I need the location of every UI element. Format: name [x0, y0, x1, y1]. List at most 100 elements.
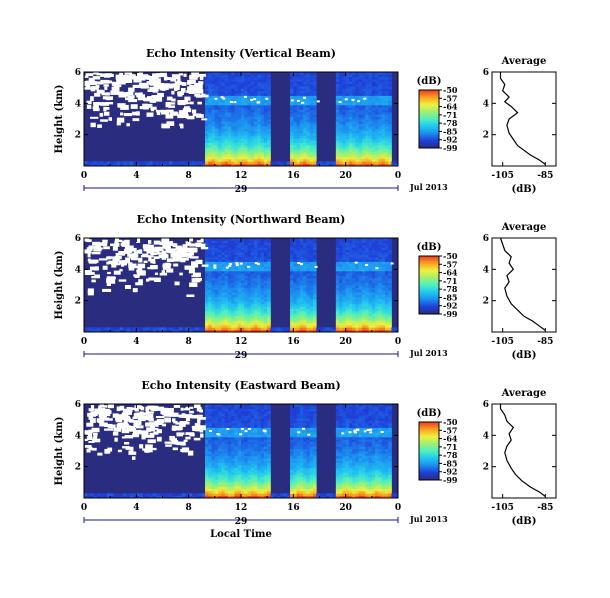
heatmap-cell [378, 133, 383, 136]
heatmap-cell [263, 158, 268, 162]
heatmap-cell [234, 74, 239, 78]
missing-data-patch [108, 260, 113, 264]
heatmap-cell [241, 116, 245, 120]
heatmap-cell [306, 247, 311, 251]
heatmap-cell [231, 432, 235, 435]
heatmap-cell [296, 137, 301, 141]
heatmap-cell [365, 90, 369, 94]
heatmap-cell [208, 324, 212, 328]
heatmap-cell [241, 292, 245, 295]
heatmap-cell [267, 266, 271, 269]
heatmap-cell [267, 327, 271, 331]
heatmap-cell [303, 104, 307, 108]
heatmap-cell [159, 329, 163, 333]
heatmap-cell [335, 123, 340, 127]
heatmap-cell [283, 161, 288, 165]
missing-data-patch [87, 252, 91, 258]
heatmap-cell [388, 95, 392, 99]
heatmap-cell [231, 303, 235, 307]
heatmap-cell [381, 329, 386, 333]
heatmap-cell [378, 74, 383, 78]
heatmap-cell [244, 114, 248, 118]
heatmap-cell [358, 273, 363, 276]
heatmap-cell [260, 275, 265, 279]
heatmap-cell [283, 329, 288, 333]
heatmap-cell [224, 310, 229, 314]
heatmap-cell [293, 154, 297, 157]
heatmap-cell [224, 88, 229, 92]
heatmap-cell [205, 411, 209, 414]
heatmap-cell [375, 299, 379, 302]
average-profile-line [499, 237, 546, 331]
heatmap-cell [231, 275, 235, 279]
heatmap-cell [257, 137, 262, 141]
heatmap-cell [234, 310, 239, 314]
heatmap-cell [231, 79, 235, 82]
heatmap-cell [309, 277, 314, 281]
heatmap-cell [208, 294, 212, 298]
heatmap-cell [227, 408, 232, 412]
missing-data-patch [351, 98, 355, 101]
heatmap-cell [185, 161, 190, 165]
heatmap-cell [339, 303, 343, 307]
heatmap-cell [227, 299, 232, 302]
heatmap-cell [293, 109, 297, 113]
heatmap-cell [221, 74, 226, 78]
heatmap-cell [388, 245, 392, 248]
heatmap-cell [296, 79, 301, 82]
heatmap-cell [381, 245, 386, 248]
heatmap-cell [355, 154, 360, 157]
missing-data-patch [132, 118, 140, 122]
missing-data-patch [92, 106, 97, 110]
heatmap-cell [208, 453, 212, 457]
heatmap-cell [358, 95, 363, 99]
heatmap-cell [381, 252, 386, 255]
heatmap-cell [362, 119, 366, 122]
heatmap-cell [299, 266, 304, 269]
heatmap-cell [339, 142, 343, 146]
heatmap-cell [237, 83, 242, 87]
heatmap-cell [84, 327, 88, 331]
heatmap-cell [365, 324, 369, 328]
heatmap-cell [260, 301, 265, 305]
heatmap-cell [218, 434, 222, 438]
missing-data-patch [135, 265, 141, 269]
heatmap-cell [227, 455, 232, 459]
heatmap-cell [205, 481, 209, 485]
heatmap-cell [231, 476, 235, 480]
heatmap-cell [234, 245, 239, 248]
average-title: Average [501, 222, 547, 233]
heatmap-cell [312, 158, 317, 162]
heatmap-cell [342, 144, 347, 148]
heatmap-cell [205, 420, 209, 424]
missing-data-patch [166, 268, 174, 273]
heatmap-cell [257, 242, 262, 246]
heatmap-cell [211, 436, 216, 440]
heatmap-cell [208, 116, 212, 120]
heatmap-cell [247, 135, 252, 139]
colorbar-segment [419, 264, 439, 267]
heatmap-cell [381, 256, 386, 260]
heatmap-cell [214, 429, 219, 433]
heatmap-cell [237, 140, 242, 143]
heatmap-cell [247, 128, 252, 132]
heatmap-cell [211, 467, 216, 471]
heatmap-cell [378, 163, 383, 167]
heatmap-cell [303, 114, 307, 118]
heatmap-cell [211, 133, 216, 136]
heatmap-cell [348, 81, 353, 85]
heatmap-cell [250, 245, 255, 248]
heatmap-cell [254, 79, 258, 82]
heatmap-cell [250, 107, 255, 110]
heatmap-cell [345, 126, 350, 129]
heatmap-cell [375, 306, 379, 309]
heatmap-cell [388, 107, 392, 110]
heatmap-cell [175, 327, 180, 331]
heatmap-cell [352, 123, 356, 127]
heatmap-cell [211, 161, 216, 165]
missing-data-patch [91, 251, 101, 255]
heatmap-cell [322, 329, 327, 333]
heatmap-cell [355, 268, 360, 272]
heatmap-cell [221, 422, 226, 426]
x-tick-label: 20 [339, 171, 352, 181]
